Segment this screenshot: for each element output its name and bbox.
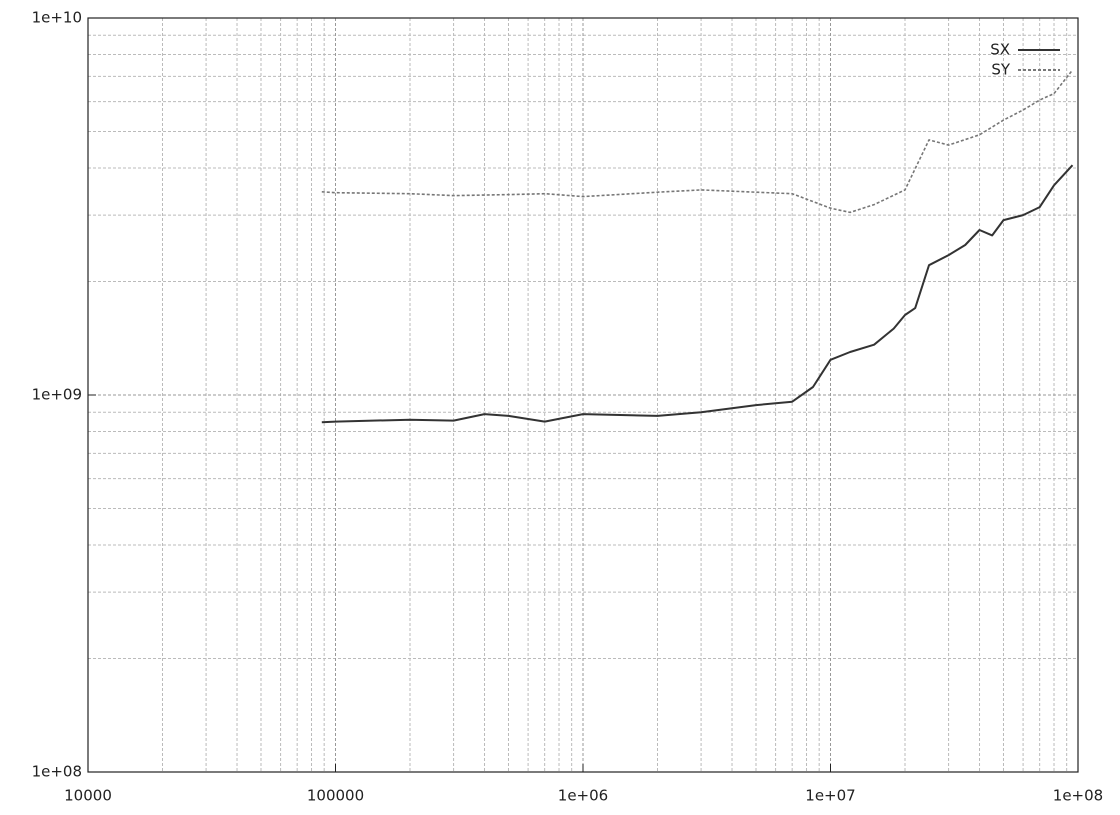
x-tick-label: 1e+08 xyxy=(1053,787,1103,805)
x-tick-label: 10000 xyxy=(64,787,112,805)
x-tick-label: 1e+07 xyxy=(805,787,855,805)
legend-label: SY xyxy=(991,61,1011,79)
x-tick-label: 1e+06 xyxy=(558,787,608,805)
legend-label: SX xyxy=(990,41,1010,59)
series-line xyxy=(321,164,1074,424)
plot-frame xyxy=(87,17,1079,773)
y-tick-label: 1e+09 xyxy=(32,386,82,404)
y-tick-label: 1e+08 xyxy=(32,763,82,781)
y-tick-label: 1e+10 xyxy=(32,9,82,27)
series-line xyxy=(321,69,1074,214)
x-tick-label: 100000 xyxy=(307,787,364,805)
